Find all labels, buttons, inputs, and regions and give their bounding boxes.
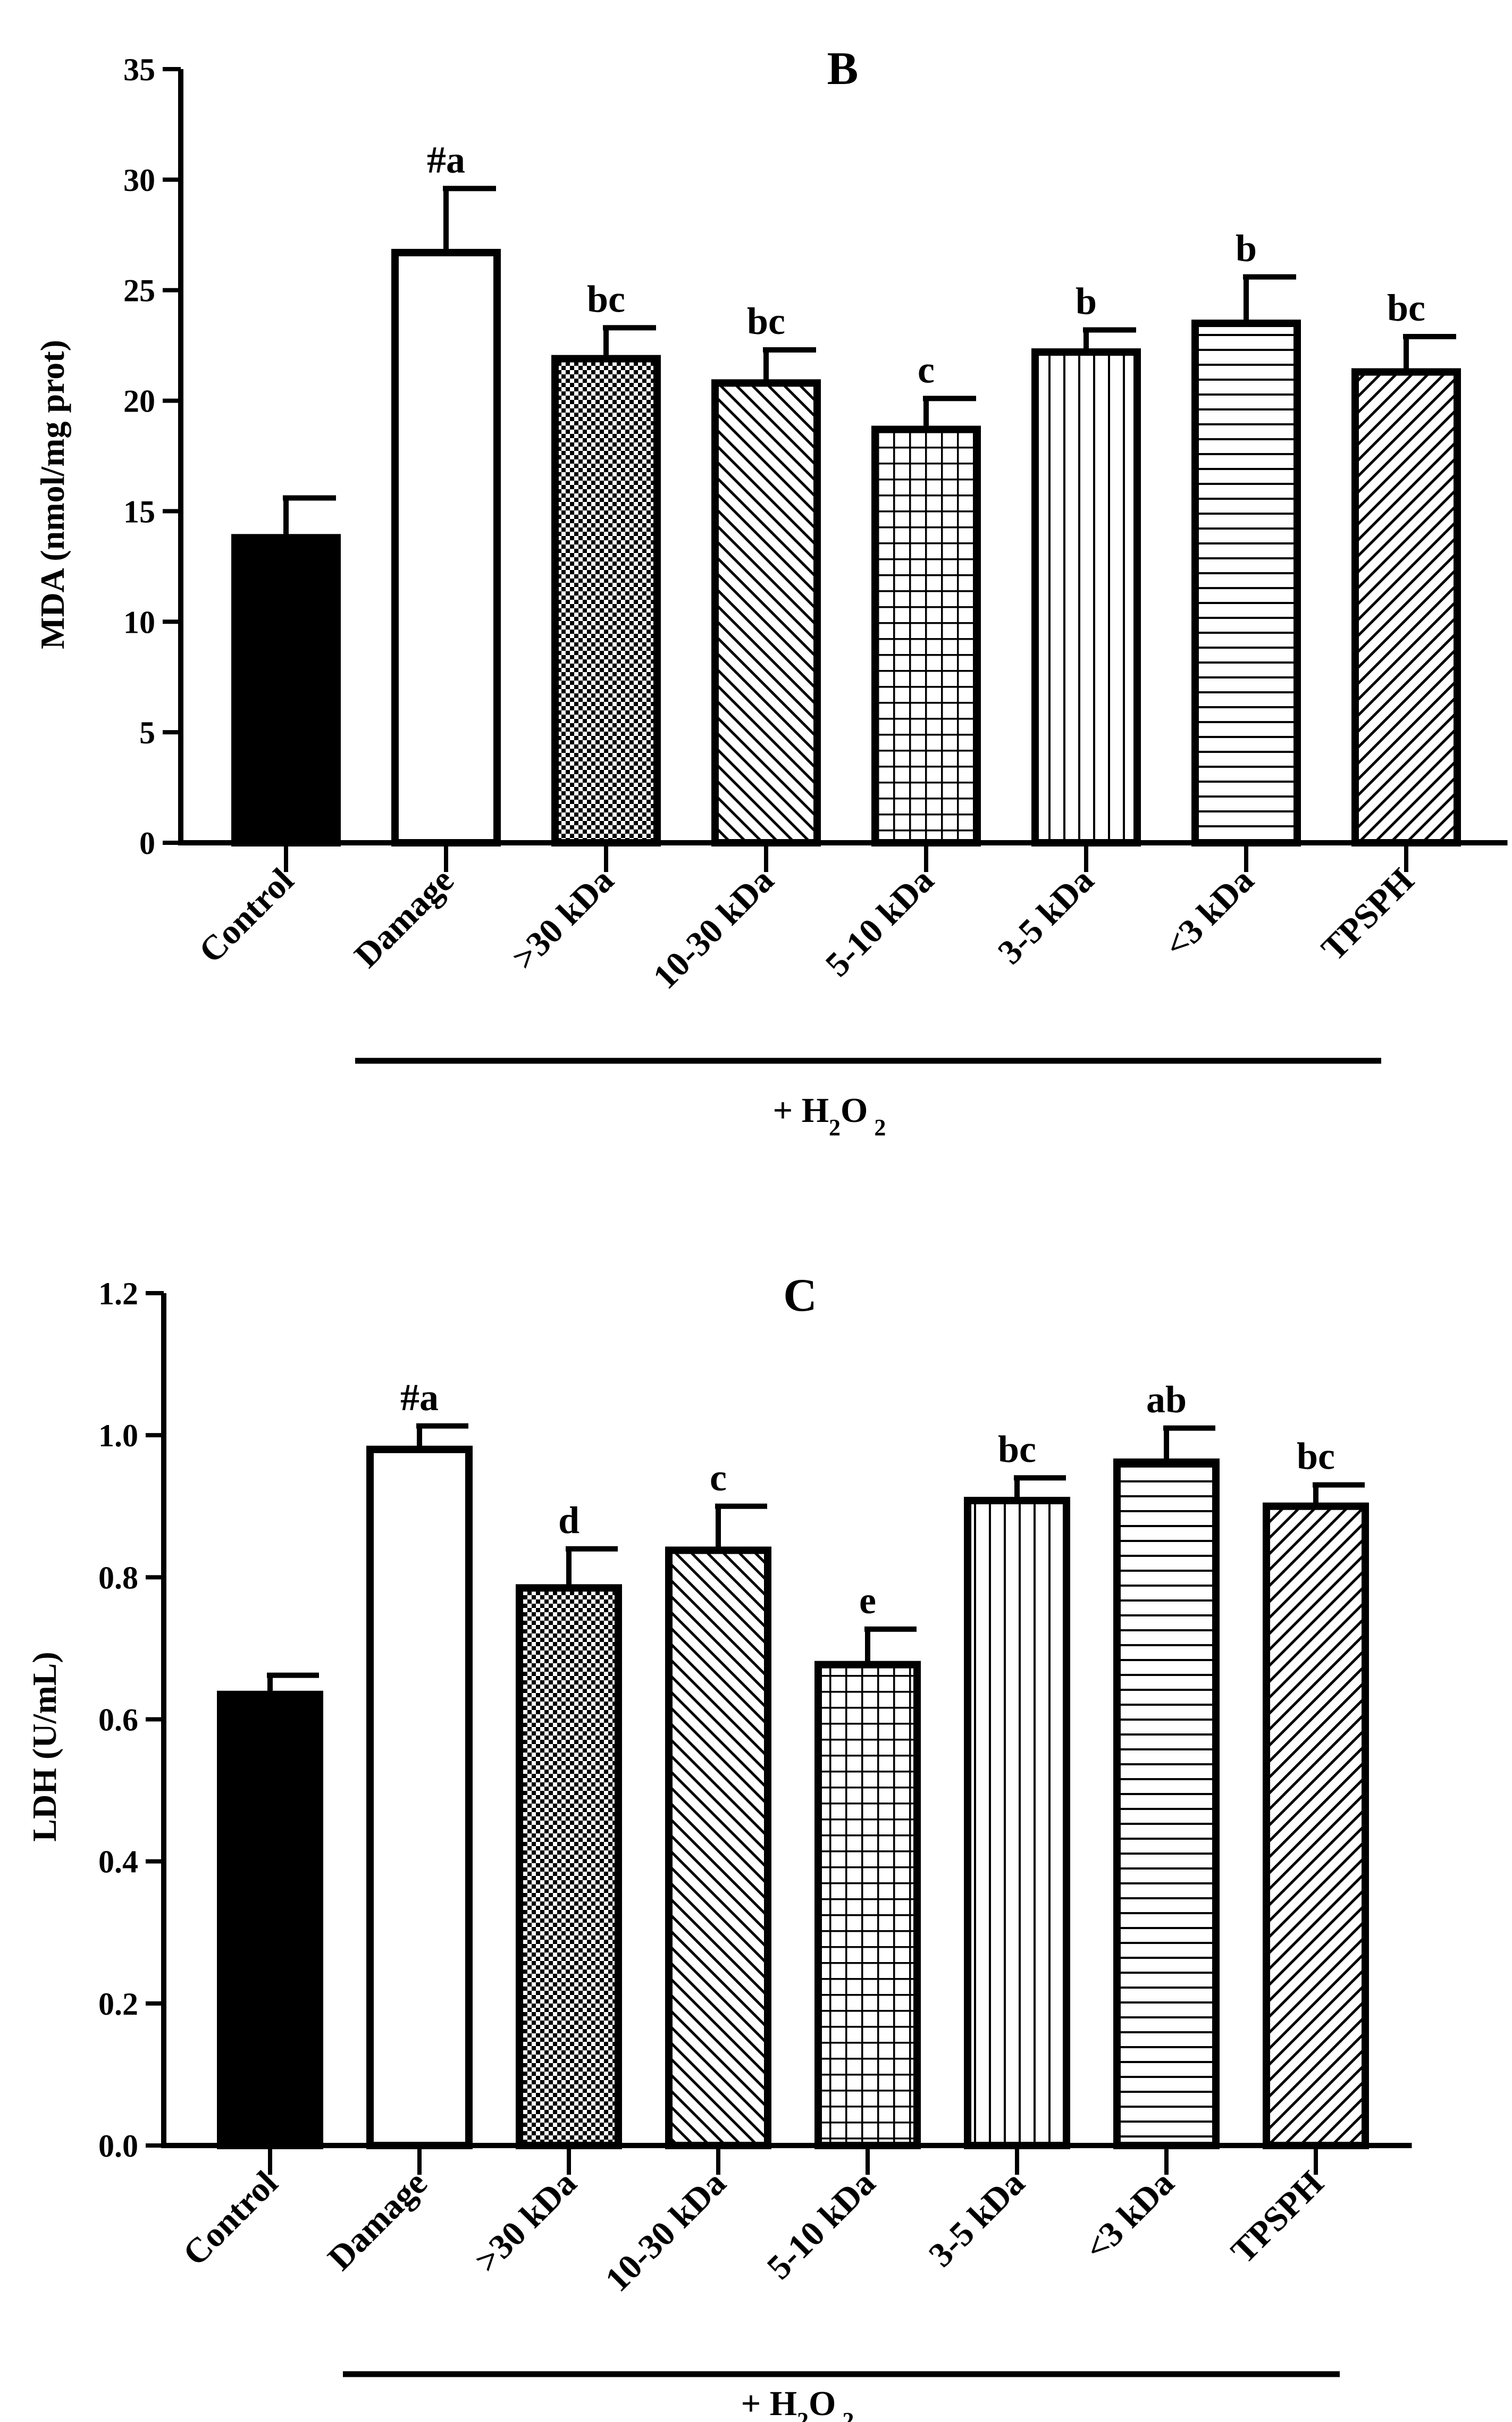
x-tick-label: Damage — [321, 2164, 435, 2278]
significance-label: e — [859, 1579, 876, 1622]
significance-label: bc — [1297, 1435, 1335, 1478]
x-tick-label: 5-10 kDa — [818, 861, 942, 984]
bar — [964, 1497, 1070, 2149]
y-tick-label: 1.0 — [98, 1418, 138, 1453]
bar — [814, 1661, 921, 2150]
y-tick-label: 0.2 — [98, 1987, 138, 2022]
y-tick-label: 10 — [123, 605, 155, 640]
bar — [391, 249, 501, 847]
x-tick-label: Damage — [347, 861, 461, 975]
y-tick-label: 0.4 — [98, 1845, 138, 1880]
significance-label: #a — [427, 138, 465, 181]
bar — [551, 355, 661, 847]
panel-c: C LDH (U/mL) 0.0 0.2 0.4 0.6 0.8 1.0 1.2 Contro… — [26, 1270, 1412, 2422]
y-tick-label: 0.6 — [98, 1703, 138, 1738]
x-tick-label: >30 kDa — [467, 2164, 584, 2281]
significance-label: d — [558, 1499, 579, 1541]
y-tick-label: 35 — [123, 52, 155, 87]
bar — [1351, 368, 1461, 847]
y-tick-label: 15 — [123, 494, 155, 529]
panel-title: B — [827, 43, 859, 95]
x-tick-label: 10-30 kDa — [598, 2164, 733, 2299]
significance-label: ab — [1146, 1378, 1187, 1421]
bar — [1263, 1502, 1369, 2149]
y-tick-label: 5 — [139, 715, 155, 750]
bar — [1191, 320, 1301, 847]
x-tick-label: Control — [191, 861, 301, 970]
x-tick-label: 3-5 kDa — [921, 2164, 1032, 2274]
x-tick-label: <3 kDa — [1157, 861, 1261, 965]
significance-label: c — [710, 1456, 727, 1499]
x-tick-label: TPSPH — [1224, 2164, 1331, 2271]
significance-label: bc — [747, 300, 785, 342]
bar — [871, 425, 981, 847]
y-tick-label: 30 — [123, 163, 155, 198]
panel-title: C — [783, 1270, 817, 1321]
bar — [711, 379, 821, 847]
bar — [366, 1445, 473, 2149]
y-axis-title: LDH (U/mL) — [26, 1652, 63, 1841]
significance-label: bc — [587, 278, 625, 320]
treatment-group-label: + H2O 2 — [741, 2384, 854, 2422]
bar — [231, 534, 341, 847]
treatment-group-label: + H2O 2 — [773, 1091, 886, 1141]
y-axis-title: MDA (nmol/mg prot) — [33, 340, 71, 649]
x-tick-label: 10-30 kDa — [645, 861, 781, 996]
y-tick-label: 20 — [123, 384, 155, 419]
bar — [516, 1584, 622, 2149]
significance-label: c — [918, 348, 935, 391]
significance-label: b — [1076, 280, 1097, 323]
bar — [1113, 1458, 1220, 2149]
y-tick-label: 25 — [123, 273, 155, 308]
x-tick-label: <3 kDa — [1077, 2164, 1181, 2268]
x-tick-label: 3-5 kDa — [990, 861, 1101, 971]
chart-marks: 0.0 0.2 0.4 0.6 0.8 1.0 1.2 Control Damage #a >30 … — [98, 1276, 1412, 2299]
x-tick-label: TPSPH — [1314, 861, 1422, 968]
significance-label: b — [1236, 227, 1257, 270]
panel-b: B MDA (nmol/mg prot) 0 5 10 15 20 25 30 35 Contr… — [33, 43, 1508, 1141]
x-tick-label: Control — [175, 2164, 285, 2273]
significance-label: #a — [400, 1376, 439, 1419]
bar — [665, 1546, 771, 2150]
y-tick-label: 0 — [139, 826, 155, 861]
y-tick-label: 1.2 — [98, 1276, 138, 1311]
significance-label: bc — [998, 1428, 1036, 1470]
significance-label: bc — [1387, 287, 1425, 329]
x-tick-label: 5-10 kDa — [760, 2164, 883, 2287]
bar — [217, 1690, 323, 2149]
y-tick-label: 0.0 — [98, 2128, 138, 2164]
bar — [1031, 348, 1141, 847]
y-tick-label: 0.8 — [98, 1560, 138, 1595]
x-tick-label: >30 kDa — [505, 861, 621, 978]
